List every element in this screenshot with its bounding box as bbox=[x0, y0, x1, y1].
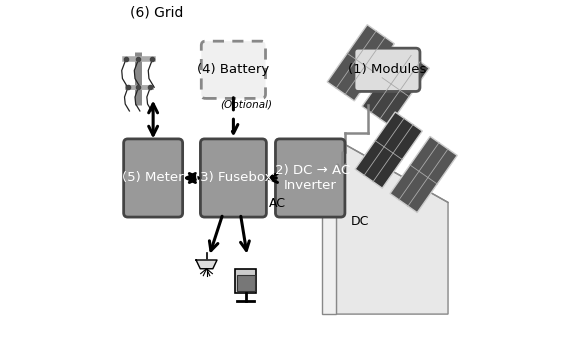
Polygon shape bbox=[355, 112, 422, 188]
FancyBboxPatch shape bbox=[201, 41, 266, 98]
Text: (3) Fusebox: (3) Fusebox bbox=[195, 171, 272, 185]
FancyBboxPatch shape bbox=[235, 269, 256, 293]
Polygon shape bbox=[336, 140, 448, 314]
FancyBboxPatch shape bbox=[354, 48, 420, 91]
Text: (1) Modules: (1) Modules bbox=[348, 63, 426, 76]
Polygon shape bbox=[390, 136, 457, 213]
Polygon shape bbox=[362, 49, 430, 125]
FancyBboxPatch shape bbox=[275, 139, 345, 217]
Polygon shape bbox=[196, 260, 217, 269]
Text: (4) Battery: (4) Battery bbox=[197, 63, 270, 76]
Polygon shape bbox=[327, 25, 394, 101]
Text: DC: DC bbox=[350, 215, 369, 228]
Text: AC: AC bbox=[269, 197, 286, 210]
FancyBboxPatch shape bbox=[236, 275, 255, 291]
Text: (Optional): (Optional) bbox=[221, 100, 273, 110]
Polygon shape bbox=[323, 140, 336, 314]
FancyBboxPatch shape bbox=[201, 139, 266, 217]
Text: (2) DC → AC
Inverter: (2) DC → AC Inverter bbox=[270, 164, 350, 192]
Text: (5) Meter: (5) Meter bbox=[122, 171, 184, 185]
Text: (6) Grid: (6) Grid bbox=[130, 5, 183, 19]
FancyBboxPatch shape bbox=[124, 139, 183, 217]
